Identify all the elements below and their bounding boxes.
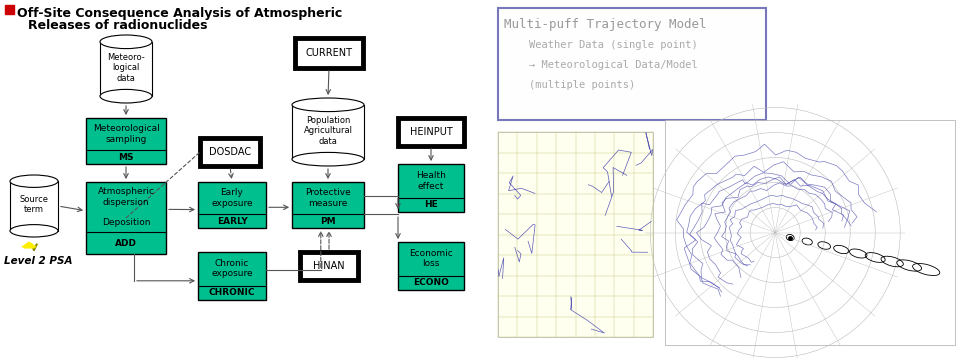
Text: HINAN: HINAN — [313, 261, 345, 271]
Text: Weather Data (single point): Weather Data (single point) — [504, 40, 697, 50]
Bar — [498, 8, 766, 120]
Text: Releases of radionuclides: Releases of radionuclides — [28, 19, 208, 32]
Text: Level 2 PSA: Level 2 PSA — [4, 256, 72, 266]
Text: Population
Agricultural
data: Population Agricultural data — [303, 116, 353, 146]
Ellipse shape — [292, 153, 364, 166]
Text: Source
term: Source term — [19, 195, 48, 214]
Text: Multi-puff Trajectory Model: Multi-puff Trajectory Model — [504, 18, 706, 31]
Bar — [292, 182, 364, 228]
Text: Economic
loss: Economic loss — [410, 249, 453, 268]
Ellipse shape — [100, 35, 152, 49]
Bar — [665, 120, 955, 345]
Text: CURRENT: CURRENT — [305, 48, 353, 58]
Text: EARLY: EARLY — [216, 217, 247, 226]
Bar — [5, 5, 14, 14]
Bar — [498, 132, 653, 337]
Text: Atmospheric
dispersion

Deposition: Atmospheric dispersion Deposition — [98, 187, 155, 227]
Text: → Meteorological Data/Model: → Meteorological Data/Model — [504, 60, 697, 70]
Bar — [398, 242, 464, 290]
Text: ADD: ADD — [115, 239, 137, 248]
Text: HEINPUT: HEINPUT — [410, 127, 452, 137]
Text: Meteoro-
logical
data: Meteoro- logical data — [107, 53, 145, 83]
Text: Early
exposure: Early exposure — [212, 188, 253, 208]
Ellipse shape — [100, 90, 152, 103]
Text: MS: MS — [118, 153, 133, 161]
Text: HE: HE — [424, 200, 438, 209]
Bar — [292, 105, 364, 159]
Text: Health
effect: Health effect — [416, 171, 446, 190]
Bar — [86, 182, 166, 254]
Text: CHRONIC: CHRONIC — [209, 288, 255, 297]
Bar — [10, 181, 58, 231]
Text: Off-Site Consequence Analysis of Atmospheric: Off-Site Consequence Analysis of Atmosph… — [17, 7, 342, 20]
Text: ECONO: ECONO — [413, 278, 449, 287]
Bar — [200, 138, 260, 166]
Text: DOSDAC: DOSDAC — [209, 147, 251, 157]
Text: Chronic
exposure: Chronic exposure — [212, 259, 253, 279]
Bar — [198, 182, 266, 228]
Bar — [295, 38, 363, 68]
Ellipse shape — [292, 98, 364, 112]
Text: Meteorological
sampling: Meteorological sampling — [93, 124, 159, 144]
Bar — [398, 164, 464, 212]
FancyArrow shape — [22, 242, 36, 248]
Bar — [398, 118, 464, 146]
Text: (multiple points): (multiple points) — [504, 80, 636, 90]
Ellipse shape — [10, 175, 58, 187]
Bar — [300, 252, 358, 280]
Bar — [100, 42, 152, 96]
Bar — [198, 252, 266, 300]
Bar — [86, 118, 166, 164]
Text: Protective
measure: Protective measure — [305, 188, 351, 208]
Ellipse shape — [10, 224, 58, 237]
Text: PM: PM — [320, 217, 336, 226]
